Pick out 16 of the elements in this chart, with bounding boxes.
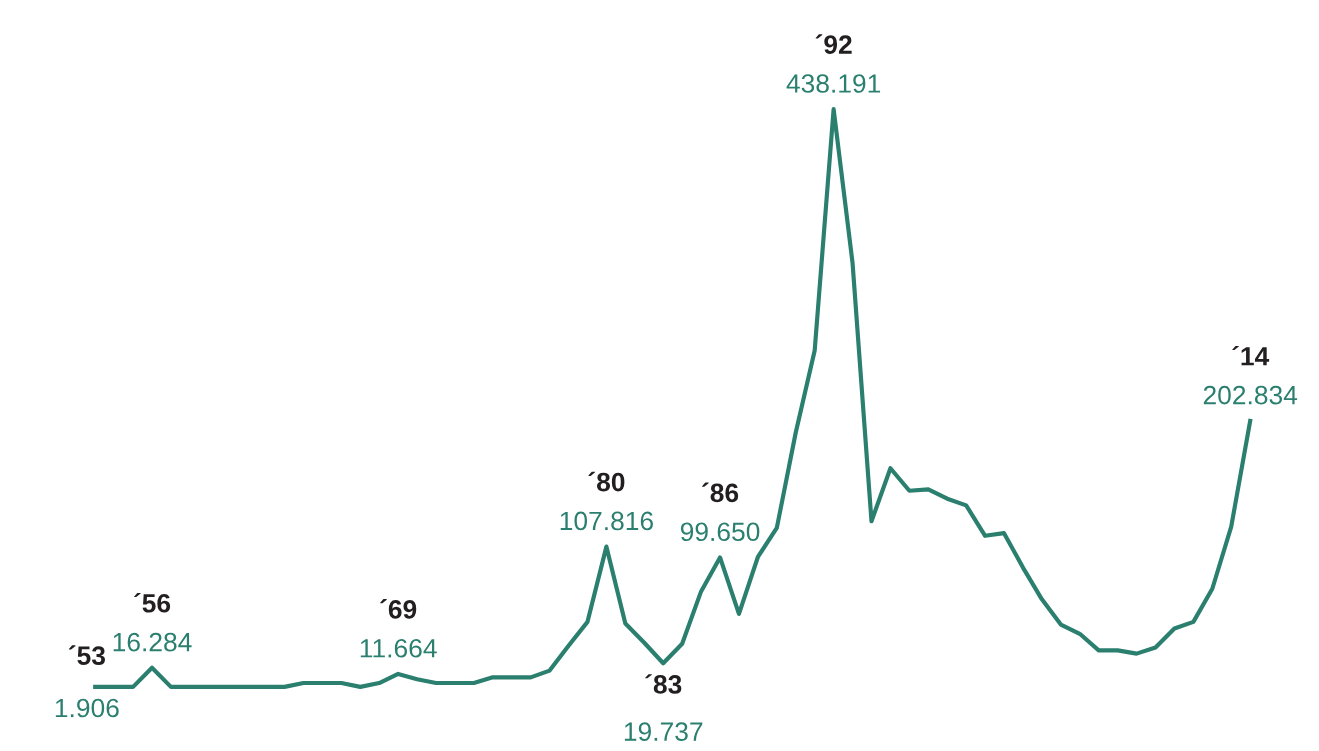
- data-label: 438.191: [786, 74, 881, 93]
- data-label: 1.906: [55, 698, 119, 718]
- data-label: 19.737: [624, 722, 703, 741]
- x-tick-label: ´92: [815, 34, 852, 54]
- x-tick-label: ´69: [380, 599, 417, 619]
- data-label: 11.664: [360, 638, 437, 658]
- x-tick-label: ´14: [1232, 345, 1270, 366]
- data-label: 107.816: [560, 511, 653, 531]
- x-tick-label: ´86: [702, 482, 739, 503]
- x-tick-label: ´56: [134, 593, 171, 613]
- data-label: 202.834: [1203, 385, 1298, 405]
- data-label: 99.650: [680, 522, 760, 542]
- x-tick-label: ´80: [588, 471, 625, 492]
- x-tick-label: ´53: [68, 645, 105, 666]
- x-tick-label: ´83: [645, 674, 682, 694]
- data-label: 16.284: [113, 632, 192, 652]
